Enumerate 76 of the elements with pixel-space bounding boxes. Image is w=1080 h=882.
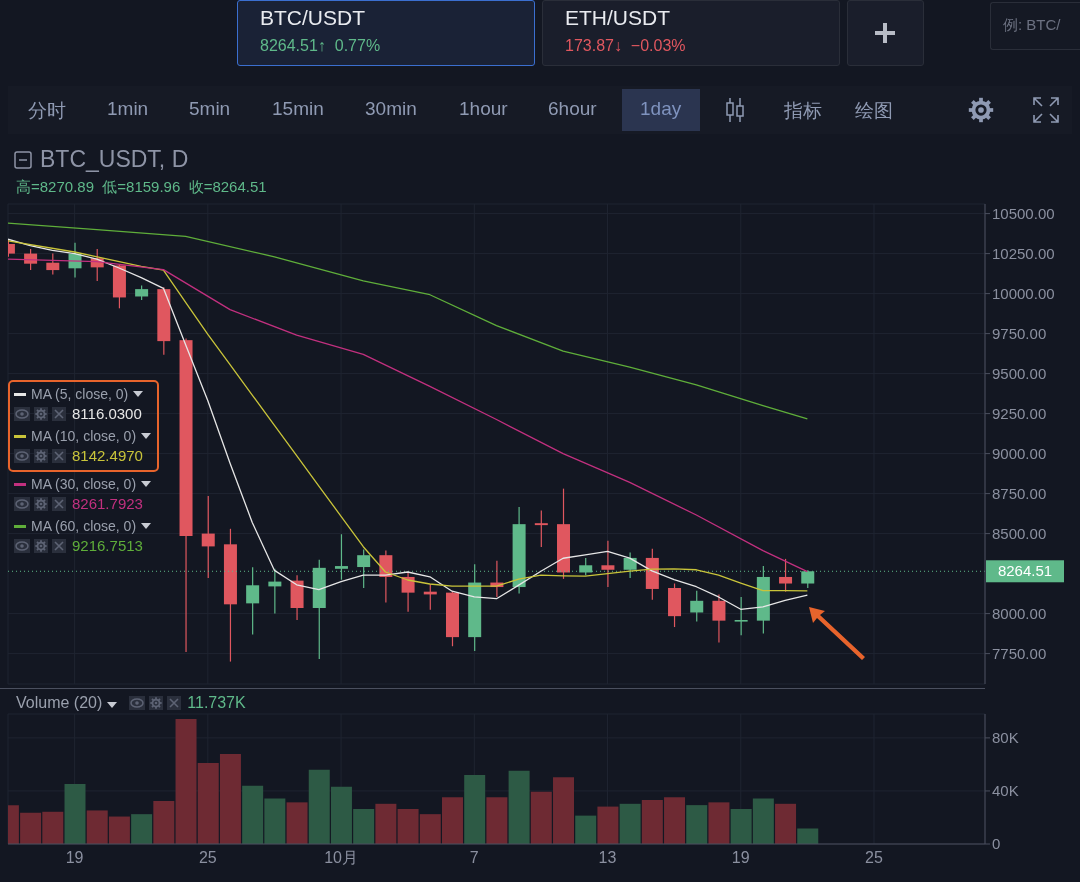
x-tick-label: 19: [65, 849, 84, 867]
y-tick-label: 10250.00: [992, 244, 1055, 262]
annotation: 8116.0300: [72, 405, 142, 422]
candlestick: [712, 593, 726, 644]
x-tick-label: 19: [731, 849, 750, 867]
y-tick-label: 10500.00: [992, 204, 1055, 222]
chart-subtitle: 高=8270.89 低=8159.96 收=8264.51: [16, 178, 267, 197]
y-tick-label: 10000.00: [992, 284, 1055, 302]
bar: [464, 774, 486, 844]
text: 绘图: [855, 100, 893, 121]
bar: [797, 828, 819, 844]
text: BTC/USDT: [260, 6, 365, 29]
candlestick: [46, 253, 60, 275]
y-tick-label: 8000.00: [992, 604, 1047, 622]
bar: [375, 803, 397, 844]
search-field: 例: BTC/: [990, 2, 1080, 50]
bar: [153, 800, 175, 844]
bar: [597, 806, 619, 844]
text: 173.87↓: [565, 37, 622, 54]
x-tick-label: 10月: [324, 849, 358, 867]
y-tick-label: 9750.00: [992, 324, 1047, 342]
y-tick-label: 40K: [992, 782, 1019, 800]
bar: [775, 803, 797, 844]
text: 1day: [640, 98, 682, 119]
text: ETH/USDT: [565, 6, 670, 29]
x-tick-label: 25: [865, 849, 883, 867]
bar: [686, 805, 708, 844]
y-tick-label: 8750.00: [992, 484, 1047, 502]
x-tick-label: 13: [598, 849, 617, 867]
ref-line-label: 8264.51: [997, 562, 1053, 580]
bar: [286, 802, 308, 844]
x-tick-label: 7: [469, 849, 479, 867]
chart-title: BTC_USDT, D: [40, 146, 189, 173]
text: −0.03%: [630, 37, 686, 54]
candlestick: [534, 509, 548, 548]
bar: [508, 770, 530, 844]
candlestick: [401, 571, 415, 613]
annotation: 8142.4970: [72, 447, 143, 464]
bar: [619, 803, 641, 844]
text: 分时: [28, 100, 66, 121]
text: 5min: [189, 98, 231, 119]
candlestick: [779, 558, 793, 593]
y-tick-label: 9250.00: [992, 404, 1047, 422]
text: 6hour: [548, 98, 597, 119]
text: 1min: [107, 98, 149, 119]
y-tick-label: 8500.00: [992, 524, 1047, 542]
bar: [64, 783, 86, 844]
chart-title: Volume (20): [16, 694, 103, 712]
candlestick: [201, 495, 215, 579]
text: 指标: [784, 100, 822, 121]
text: 1hour: [459, 98, 508, 119]
text: 8264.51↑: [260, 37, 326, 54]
bar: [708, 802, 730, 844]
legend-label: MA (5, close, 0): [31, 386, 129, 402]
text: 30min: [365, 98, 417, 119]
y-tick-label: 9500.00: [992, 364, 1047, 382]
y-tick-label: 7750.00: [992, 644, 1047, 662]
candlestick: [734, 596, 748, 636]
bar: [575, 815, 597, 844]
text: 15min: [272, 98, 324, 119]
bar: [486, 797, 508, 844]
annotation: 8261.7923: [72, 495, 143, 512]
legend-label: MA (30, close, 0): [31, 476, 137, 492]
candlestick: [690, 590, 704, 623]
x-tick-label: 25: [198, 849, 217, 867]
text: 0.77%: [334, 37, 381, 54]
legend-label: MA (60, close, 0): [31, 518, 137, 534]
chart-subtitle: 11.737K: [187, 694, 246, 712]
candlestick: [601, 540, 615, 588]
y-tick-label: 9000.00: [992, 444, 1047, 462]
legend-label: MA (10, close, 0): [31, 428, 137, 444]
bar: [131, 814, 153, 844]
annotation: 9216.7513: [72, 537, 143, 554]
y-tick-label: 80K: [992, 729, 1019, 747]
line-series: [8, 222, 809, 420]
y-tick-label: 0: [992, 835, 1001, 853]
